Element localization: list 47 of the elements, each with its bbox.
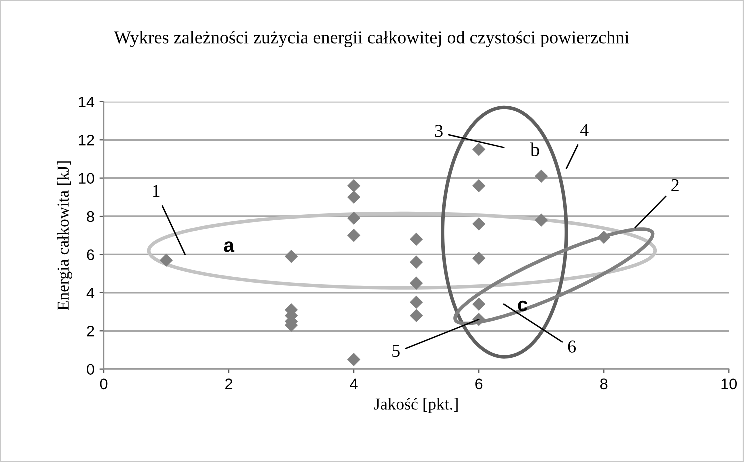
point <box>160 254 174 268</box>
point <box>472 252 486 266</box>
y-tick-label: 0 <box>87 364 94 376</box>
x-tick-label: 10 <box>722 378 738 390</box>
point <box>347 212 361 226</box>
point <box>347 190 361 204</box>
y-tick-label: 8 <box>87 211 94 222</box>
point <box>535 170 548 183</box>
point <box>472 313 486 326</box>
x-tick-label: 4 <box>350 378 358 390</box>
annotation: 5 <box>392 345 400 358</box>
point <box>410 296 424 310</box>
point <box>410 256 424 269</box>
y-tick-label: 2 <box>87 326 94 337</box>
annotation: 6 <box>568 340 576 353</box>
x-axis-title: Jakość [pkt.] <box>374 398 458 414</box>
point <box>472 218 486 231</box>
annotation: b <box>530 142 540 156</box>
annotation: 4 <box>580 124 589 136</box>
x-tick-label: 2 <box>226 378 233 390</box>
annotation: 3 <box>435 125 443 138</box>
point <box>472 179 486 193</box>
y-tick-label: 4 <box>86 288 95 298</box>
point <box>472 143 486 156</box>
x-tick-label: 6 <box>476 378 483 390</box>
point <box>598 230 611 244</box>
y-tick-label: 14 <box>79 96 95 108</box>
point <box>535 214 548 227</box>
y-tick-label: 6 <box>87 250 94 260</box>
point <box>347 353 361 366</box>
x-tick-label: 8 <box>600 378 608 390</box>
annotation: 2 <box>672 179 679 192</box>
point <box>472 298 486 311</box>
point <box>347 229 361 242</box>
point <box>410 276 424 290</box>
point <box>410 232 424 246</box>
point <box>284 250 298 264</box>
annotation: c <box>518 300 528 312</box>
point <box>347 179 361 193</box>
y-tick-label: 12 <box>79 134 94 146</box>
annotation: a <box>224 242 235 252</box>
y-axis-title: Energia całkowita [kJ] <box>57 162 72 310</box>
y-tick-label: 10 <box>79 173 94 184</box>
chart-title: Wykres zależności zużycia energii całkowitej od czystości powierzchni <box>114 31 630 48</box>
x-tick-label: 0 <box>100 378 108 390</box>
point <box>410 309 424 322</box>
annotation: 1 <box>153 185 160 198</box>
